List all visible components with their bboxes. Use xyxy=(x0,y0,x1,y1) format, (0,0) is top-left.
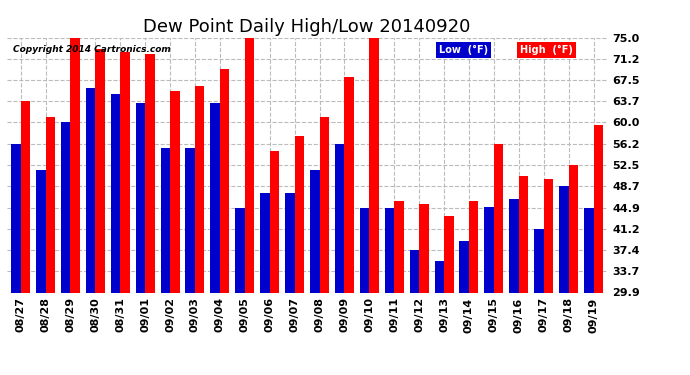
Bar xyxy=(444,216,453,292)
Bar xyxy=(145,54,155,292)
Bar xyxy=(360,208,369,292)
Bar xyxy=(469,201,478,292)
Bar xyxy=(494,144,503,292)
Bar xyxy=(534,229,544,292)
Bar xyxy=(593,125,603,292)
Bar xyxy=(519,176,529,292)
Bar xyxy=(210,102,220,292)
Bar xyxy=(70,38,80,292)
Bar xyxy=(111,94,120,292)
Bar xyxy=(86,88,95,292)
Bar xyxy=(394,201,404,292)
Bar xyxy=(544,179,553,292)
Bar xyxy=(484,207,494,292)
Text: Low  (°F): Low (°F) xyxy=(439,45,489,55)
Bar xyxy=(220,69,229,292)
Bar xyxy=(46,117,55,292)
Bar xyxy=(460,241,469,292)
Bar xyxy=(435,261,444,292)
Text: Copyright 2014 Cartronics.com: Copyright 2014 Cartronics.com xyxy=(13,45,170,54)
Bar xyxy=(11,144,21,292)
Bar xyxy=(61,122,70,292)
Bar xyxy=(170,91,179,292)
Bar xyxy=(319,117,329,292)
Bar xyxy=(235,208,245,292)
Bar xyxy=(369,38,379,292)
Bar xyxy=(186,148,195,292)
Bar xyxy=(36,170,46,292)
Bar xyxy=(161,148,170,292)
Bar xyxy=(295,136,304,292)
Bar xyxy=(260,193,270,292)
Bar xyxy=(136,102,145,292)
Bar xyxy=(195,86,204,292)
Text: High  (°F): High (°F) xyxy=(520,45,573,55)
Bar xyxy=(509,199,519,292)
Bar xyxy=(344,77,354,292)
Bar xyxy=(21,101,30,292)
Bar xyxy=(270,151,279,292)
Bar xyxy=(245,38,254,292)
Bar xyxy=(584,208,593,292)
Bar xyxy=(95,49,105,292)
Bar xyxy=(310,170,319,292)
Bar xyxy=(559,186,569,292)
Title: Dew Point Daily High/Low 20140920: Dew Point Daily High/Low 20140920 xyxy=(144,18,471,36)
Bar xyxy=(385,208,394,292)
Bar xyxy=(335,144,344,292)
Bar xyxy=(419,204,428,292)
Bar xyxy=(285,193,295,292)
Bar xyxy=(569,165,578,292)
Bar xyxy=(120,52,130,292)
Bar xyxy=(410,250,419,292)
